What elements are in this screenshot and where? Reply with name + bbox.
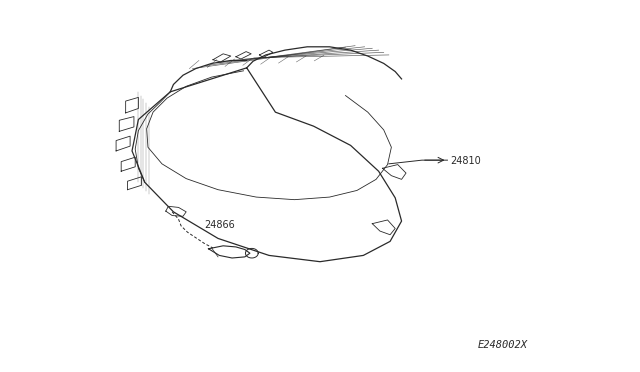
Text: 24810: 24810 bbox=[451, 156, 481, 166]
Text: 24866: 24866 bbox=[204, 220, 235, 230]
Text: E248002X: E248002X bbox=[478, 340, 528, 350]
